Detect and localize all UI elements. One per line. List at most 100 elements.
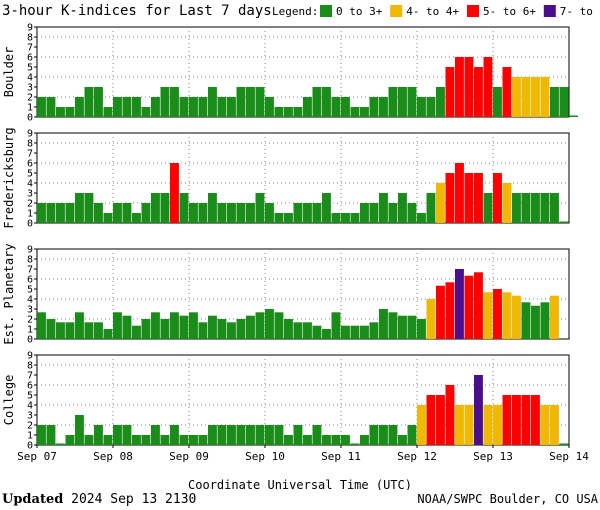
bar-fredericksburg-0 [37,203,46,223]
bar-college-3 [65,435,75,445]
bar-est-planetary-18 [208,315,217,339]
bar-boulder-25 [274,107,284,117]
k-index-chart: 3-hour K-indices for Last 7 days Legend: 0… [2,3,600,490]
bar-boulder-31 [331,97,341,117]
bar-fredericksburg-10 [132,213,141,223]
bar-fredericksburg-9 [122,203,132,223]
legend-swatch-1 [390,5,403,17]
bar-fredericksburg-19 [217,203,227,223]
bar-est-planetary-30 [322,329,331,339]
bar-fredericksburg-44 [455,163,464,223]
bar-est-planetary-50 [512,295,521,339]
bar-fredericksburg-39 [407,203,417,223]
bar-college-15 [179,435,189,445]
y-tick-label: 6 [27,159,33,170]
bar-fredericksburg-55 [559,221,569,223]
bar-college-38 [398,435,407,445]
bar-college-48 [493,405,502,445]
bar-college-44 [455,405,464,445]
x-tick-label: Sep 08 [93,450,133,463]
bar-est-planetary-39 [407,315,417,339]
bar-fredericksburg-29 [312,203,322,223]
bar-est-planetary-28 [303,322,312,339]
bar-boulder-54 [550,87,559,117]
bar-est-planetary-9 [122,315,132,339]
bar-boulder-33 [350,107,360,117]
bar-college-40 [417,405,426,445]
bar-boulder-11 [141,107,151,117]
bar-fredericksburg-8 [113,203,122,223]
y-tick-label: 6 [27,275,33,286]
bar-college-17 [198,435,208,445]
y-tick-label: 5 [27,63,33,74]
bar-boulder-0 [37,97,46,117]
bar-est-planetary-26 [284,319,293,339]
bar-fredericksburg-43 [445,173,455,223]
y-tick-label: 3 [27,411,33,422]
y-tick-label: 9 [27,351,33,362]
x-axis-label: Coordinate Universal Time (UTC) [188,478,412,490]
bar-boulder-48 [493,87,502,117]
bar-college-43 [445,385,455,445]
x-tick-label: Sep 12 [397,450,437,463]
bar-fredericksburg-35 [369,203,379,223]
bar-est-planetary-34 [360,325,369,339]
bar-est-planetary-37 [388,312,398,339]
bar-college-29 [312,425,322,445]
bar-est-planetary-17 [198,322,208,339]
bar-est-planetary-21 [236,319,246,339]
y-tick-label: 2 [27,93,33,104]
bar-est-planetary-0 [37,312,46,339]
y-tick-label: 1 [27,325,33,336]
bar-boulder-27 [293,107,303,117]
bar-college-36 [379,425,388,445]
bar-boulder-50 [512,77,521,117]
bar-est-planetary-24 [265,309,274,339]
bar-boulder-16 [189,97,198,117]
bar-est-planetary-38 [398,315,407,339]
bar-college-25 [274,425,284,445]
bar-college-20 [227,425,236,445]
bar-fredericksburg-21 [236,203,246,223]
bar-boulder-3 [65,107,75,117]
y-tick-label: 9 [27,129,33,140]
bar-fredericksburg-27 [293,203,303,223]
bar-college-5 [84,435,94,445]
bar-boulder-15 [179,97,189,117]
bar-boulder-17 [198,97,208,117]
bar-fredericksburg-4 [75,193,84,223]
bar-est-planetary-25 [274,312,284,339]
y-tick-label: 9 [27,23,33,34]
bar-boulder-22 [246,87,255,117]
x-tick-label: Sep 07 [17,450,57,463]
y-tick-label: 4 [27,73,33,84]
bar-college-33 [350,443,360,445]
bar-boulder-30 [322,87,331,117]
bar-fredericksburg-33 [350,213,360,223]
bar-fredericksburg-14 [170,163,179,223]
y-tick-label: 8 [27,255,33,266]
bar-est-planetary-11 [141,319,151,339]
bar-boulder-45 [464,57,474,117]
bar-boulder-23 [255,87,265,117]
bar-college-51 [521,395,531,445]
bar-fredericksburg-40 [417,213,426,223]
updated-timestamp: Updated 2024 Sep 13 2130 [2,492,196,507]
bar-est-planetary-45 [464,275,474,339]
bar-college-50 [512,395,521,445]
bar-est-planetary-52 [531,305,540,339]
panel-label-2: Est. Planetary [2,243,16,344]
bar-est-planetary-13 [160,319,170,339]
bar-fredericksburg-45 [464,173,474,223]
bar-college-0 [37,425,46,445]
bar-college-24 [265,425,274,445]
bar-college-9 [122,425,132,445]
bar-boulder-18 [208,87,217,117]
bar-fredericksburg-16 [189,203,198,223]
bar-est-planetary-35 [369,322,379,339]
bar-college-11 [141,435,151,445]
bar-fredericksburg-5 [84,193,94,223]
y-tick-label: 1 [27,103,33,114]
y-tick-label: 0 [27,335,33,346]
bar-est-planetary-47 [483,292,493,339]
